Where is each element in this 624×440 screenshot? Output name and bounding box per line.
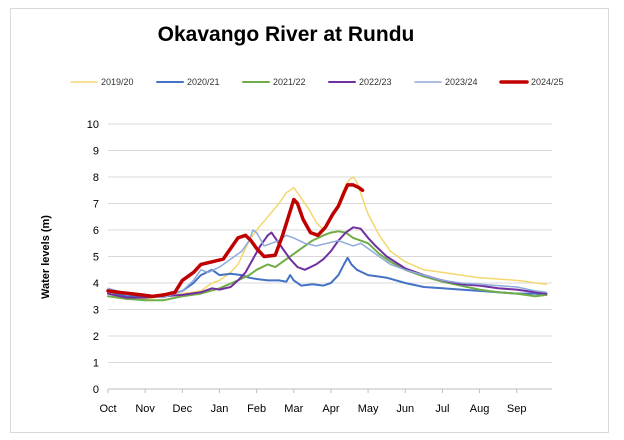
x-tick-label: Sep	[507, 403, 527, 415]
series-line	[107, 176, 548, 300]
y-tick-label: 1	[93, 358, 99, 370]
x-tick-label: Mar	[284, 403, 303, 415]
y-tick-label: 10	[87, 119, 99, 131]
series-line	[107, 229, 548, 299]
y-tick-label: 8	[93, 172, 99, 184]
chart-title: Okavango River at Rundu	[158, 23, 415, 46]
x-tick-label: Aug	[470, 403, 490, 415]
legend-label: 2020/21	[187, 77, 220, 87]
legend: 2019/20 2020/21 2021/22 2022/23 2023/24 2024/…	[70, 77, 564, 87]
series-line	[107, 230, 548, 302]
y-tick-label: 6	[93, 225, 99, 237]
x-tick-label: Jul	[435, 403, 449, 415]
x-tick-label: Apr	[322, 403, 339, 415]
y-tick-label: 2	[93, 331, 99, 343]
legend-label: 2024/25	[531, 77, 564, 87]
legend-label: 2021/22	[273, 77, 306, 87]
chart-frame: Okavango River at Rundu 2019/20 2020/21 20…	[10, 8, 609, 433]
series-line	[106, 183, 365, 299]
y-axis-ticks: 0 1 2 3 4 5 6 7 8 9 10	[87, 119, 99, 396]
x-tick-label: Nov	[135, 403, 155, 415]
y-tick-label: 0	[93, 384, 99, 396]
x-axis-ticks: Oct Nov Dec Jan Feb Mar Apr May Jun Jul Aug Sep	[99, 389, 526, 415]
series-line	[107, 256, 548, 298]
y-tick-label: 9	[93, 146, 99, 158]
legend-label: 2022/23	[359, 77, 392, 87]
legend-label: 2023/24	[445, 77, 478, 87]
x-tick-label: Jan	[211, 403, 229, 415]
x-tick-label: Oct	[99, 403, 116, 415]
y-tick-label: 7	[93, 199, 99, 211]
y-tick-label: 4	[93, 278, 99, 290]
x-tick-label: Dec	[173, 403, 193, 415]
x-tick-label: May	[358, 403, 379, 415]
x-tick-label: Feb	[247, 403, 266, 415]
series-line	[107, 226, 548, 299]
y-tick-label: 5	[93, 252, 99, 264]
series-layer	[106, 176, 548, 302]
legend-label: 2019/20	[101, 77, 134, 87]
y-axis-label: Water levels (m)	[40, 215, 52, 299]
x-tick-label: Jun	[396, 403, 414, 415]
chart-svg: Okavango River at Rundu 2019/20 2020/21 20…	[40, 23, 564, 415]
y-tick-label: 3	[93, 305, 99, 317]
gridlines	[108, 123, 552, 363]
